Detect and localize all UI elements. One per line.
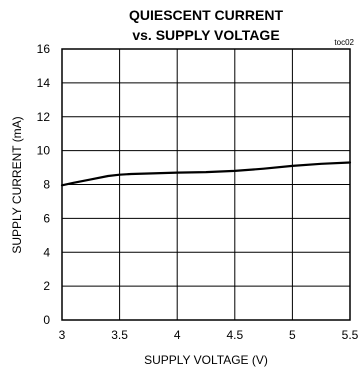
plot-frame — [61, 48, 351, 321]
x-axis-label: SUPPLY VOLTAGE (V) — [144, 353, 268, 367]
grid — [62, 49, 350, 320]
x-tick-label: 4 — [174, 328, 181, 342]
chart-title-line-1: QUIESCENT CURRENT — [129, 7, 283, 23]
y-tick-label: 10 — [37, 144, 51, 158]
y-tick-label: 8 — [43, 178, 50, 192]
y-tick-label: 12 — [37, 110, 51, 124]
x-tick-label: 5.5 — [342, 328, 358, 342]
x-tick-label: 3 — [59, 328, 66, 342]
y-tick-label: 2 — [43, 279, 50, 293]
x-tick-label: 3.5 — [111, 328, 128, 342]
x-tick-label: 5 — [289, 328, 296, 342]
chart-title-line-2: vs. SUPPLY VOLTAGE — [132, 27, 279, 43]
y-tick-label: 6 — [43, 211, 50, 225]
series-line-0 — [60, 161, 352, 187]
y-tick-label: 4 — [43, 245, 50, 259]
y-axis-label: SUPPLY CURRENT (mA) — [10, 116, 24, 253]
x-tick-label: 4.5 — [226, 328, 243, 342]
y-tick-label: 0 — [43, 313, 50, 327]
y-tick-label: 14 — [37, 76, 51, 90]
y-tick-label: 16 — [37, 42, 51, 56]
tick-labels: 3 3.5 4 4.5 5 5.5 0 2 4 6 8 10 12 14 16 — [37, 42, 358, 342]
chart-code-label: toc02 — [334, 38, 354, 47]
series-layer — [60, 161, 352, 187]
